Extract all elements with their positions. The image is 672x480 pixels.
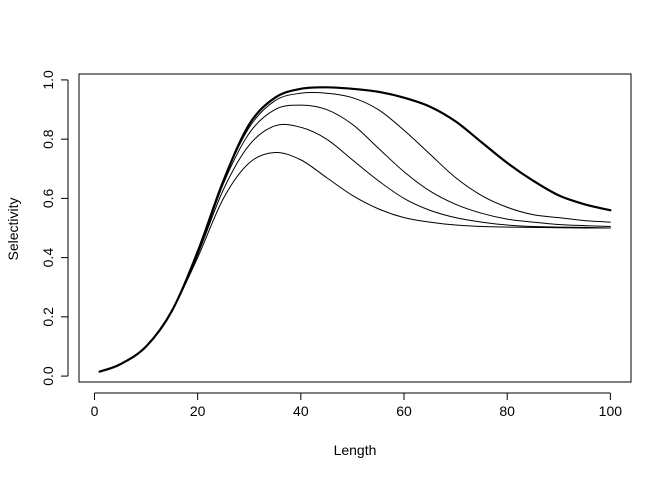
- y-axis-label: Selectivity: [5, 197, 21, 260]
- y-tick-label: 0.4: [40, 248, 56, 268]
- x-tick-label: 60: [396, 403, 412, 419]
- y-tick-label: 0.2: [40, 307, 56, 327]
- x-tick-label: 40: [293, 403, 309, 419]
- x-axis-label: Length: [334, 442, 377, 458]
- series-line-5: [99, 151, 611, 373]
- y-tick-label: 0.6: [40, 188, 56, 208]
- x-axis: 0 20 40 60 80 100: [91, 392, 623, 419]
- x-tick-label: 0: [91, 403, 99, 419]
- plot-frame: [78, 73, 632, 383]
- y-tick-label: 0.8: [40, 129, 56, 149]
- y-tick-label: 1.0: [40, 70, 56, 90]
- x-tick-label: 20: [190, 403, 206, 419]
- y-axis: 0.0 0.2 0.4 0.6 0.8 1.0: [40, 70, 69, 386]
- y-tick-label: 0.0: [40, 366, 56, 386]
- curve-group: [98, 86, 612, 373]
- x-tick-label: 80: [499, 403, 515, 419]
- x-tick-label: 100: [599, 403, 623, 419]
